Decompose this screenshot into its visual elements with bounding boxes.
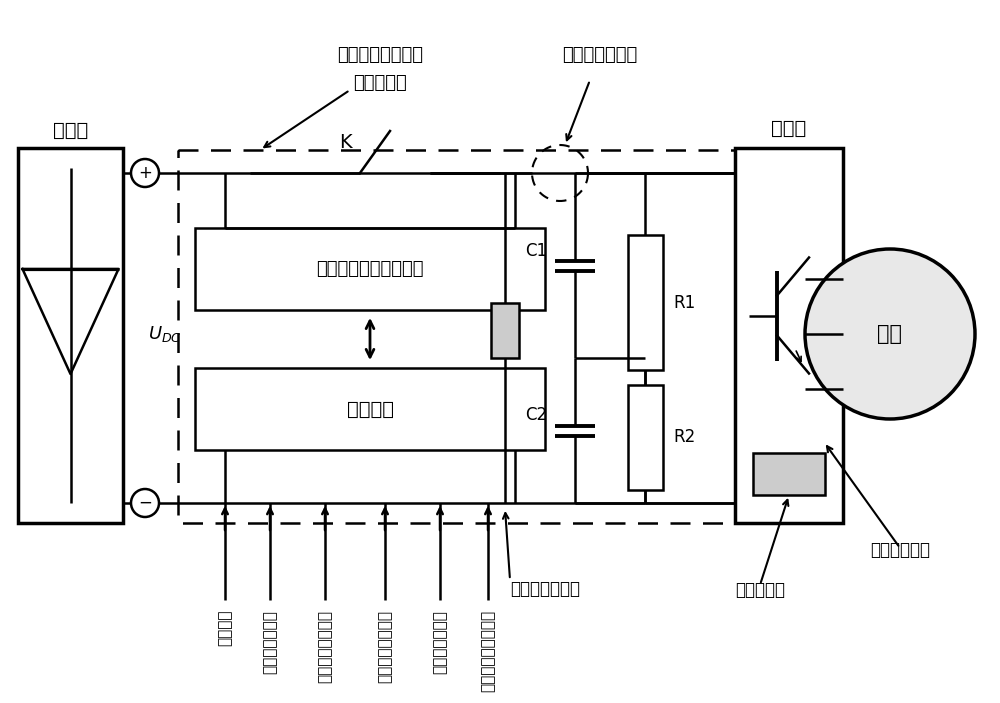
- Text: 相电流状态信号: 相电流状态信号: [432, 610, 448, 674]
- Bar: [805, 226, 843, 442]
- Circle shape: [131, 489, 159, 517]
- Bar: [491, 302, 519, 358]
- Text: R1: R1: [673, 293, 695, 311]
- Circle shape: [805, 249, 975, 419]
- Bar: [735, 148, 843, 523]
- Circle shape: [131, 159, 159, 187]
- Text: C2: C2: [525, 406, 547, 425]
- Text: −: −: [138, 494, 152, 512]
- Bar: [195, 368, 545, 450]
- Text: 相电流传感器: 相电流传感器: [870, 541, 930, 559]
- Text: 一体化装置: 一体化装置: [353, 74, 407, 92]
- Bar: [628, 235, 662, 370]
- Bar: [753, 453, 825, 495]
- Text: 逆变器温度状态信号: 逆变器温度状态信号: [480, 610, 496, 692]
- Bar: [18, 148, 123, 523]
- Text: K: K: [339, 134, 351, 153]
- Text: 复位信号: 复位信号: [218, 610, 232, 647]
- Polygon shape: [22, 269, 119, 374]
- Bar: [628, 385, 662, 490]
- Text: R2: R2: [673, 429, 695, 446]
- Text: 温度传感器: 温度传感器: [735, 581, 785, 599]
- Text: $U_{DC}$: $U_{DC}$: [148, 324, 182, 344]
- Bar: [195, 228, 545, 310]
- Text: +: +: [138, 164, 152, 182]
- Text: 整流桥: 整流桥: [53, 120, 88, 139]
- Text: 控制单元: 控制单元: [347, 399, 394, 418]
- Text: 预充电和故障保护: 预充电和故障保护: [337, 46, 423, 64]
- Text: 母线电压传感器: 母线电压传感器: [510, 580, 580, 598]
- Text: 母线电流传感器: 母线电流传感器: [562, 46, 638, 64]
- Text: 预充电阈值信号: 预充电阈值信号: [262, 610, 278, 674]
- Text: 母线电压状态信号: 母线电压状态信号: [318, 610, 332, 683]
- Bar: [178, 150, 735, 523]
- Text: 逆变器: 逆变器: [771, 119, 807, 138]
- Text: 母线电流状态信号: 母线电流状态信号: [378, 610, 392, 683]
- Text: C1: C1: [525, 242, 547, 259]
- Text: 预充电和故障保护电路: 预充电和故障保护电路: [316, 260, 424, 278]
- Text: 电机: 电机: [878, 324, 902, 344]
